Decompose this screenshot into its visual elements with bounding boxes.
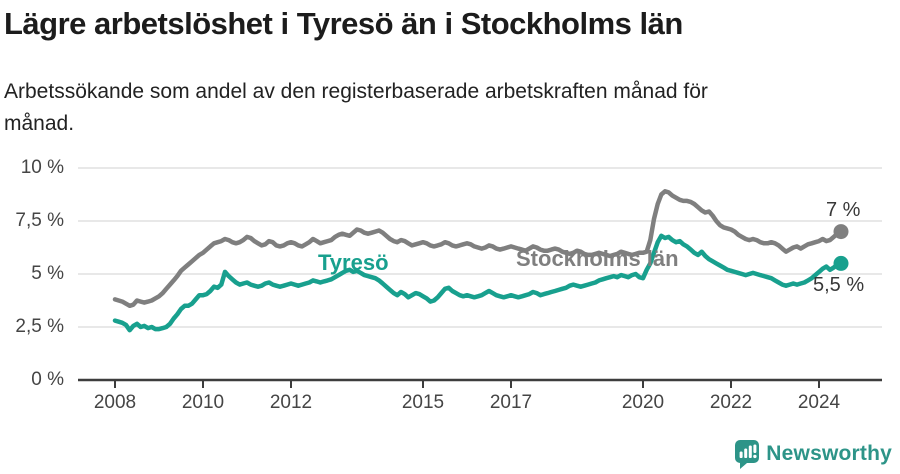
end-value-label-stockholms-lan: 7 % xyxy=(826,199,861,221)
series-label-tyreso: Tyresö xyxy=(318,250,389,275)
chart-subtitle-line1: Arbetssökande som andel av den registerb… xyxy=(4,80,708,103)
y-axis-tick-label: 2,5 % xyxy=(15,316,64,337)
x-axis-tick-label: 2017 xyxy=(489,392,533,413)
x-axis-tick-label: 2010 xyxy=(181,392,225,413)
y-axis-tick-label: 7,5 % xyxy=(15,210,64,231)
x-axis-tick-label: 2024 xyxy=(797,392,841,413)
end-dot-tyres- xyxy=(833,255,849,271)
end-dot-stockholms-l-n xyxy=(833,224,849,240)
page-title: Lägre arbetslöshet i Tyresö än i Stockho… xyxy=(4,6,683,41)
y-axis-tick-label: 10 % xyxy=(20,157,64,178)
newsworthy-brand-text: Newsworthy xyxy=(766,442,892,465)
x-axis-tick-label: 2012 xyxy=(269,392,313,413)
x-axis-tick-label: 2022 xyxy=(709,392,753,413)
newsworthy-logo: Newsworthy xyxy=(735,438,892,470)
x-axis-tick-label: 2020 xyxy=(621,392,665,413)
series-label-stockholms-lan: Stockholms län xyxy=(516,246,679,271)
newsworthy-logo-icon xyxy=(735,439,760,469)
chart-subtitle: Arbetssökande som andel av den registerb… xyxy=(4,76,864,140)
chart-subtitle-line2: månad. xyxy=(4,112,75,135)
series-line-tyres- xyxy=(112,233,844,333)
y-axis-tick-label: 5 % xyxy=(31,263,64,284)
y-axis-tick-label: 0 % xyxy=(31,369,64,390)
x-axis-tick-label: 2015 xyxy=(401,392,445,413)
x-axis-tick-label: 2008 xyxy=(93,392,137,413)
series-line-stockholms-l-n xyxy=(112,189,844,309)
end-value-label-tyreso: 5,5 % xyxy=(813,274,865,296)
